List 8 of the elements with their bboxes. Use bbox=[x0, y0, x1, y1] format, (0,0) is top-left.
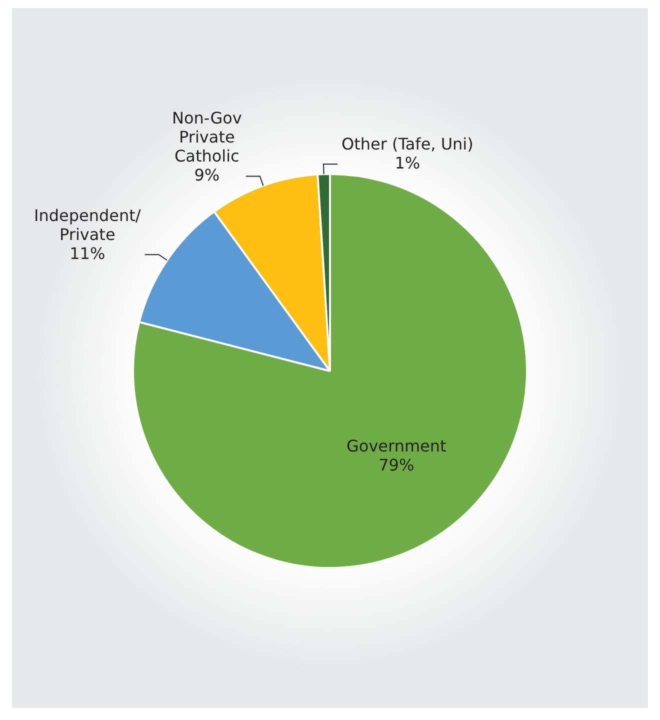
data-label: 11% bbox=[70, 244, 106, 263]
slice-label: Non-Gov Private Catholic bbox=[172, 108, 242, 166]
data-label: 9% bbox=[194, 165, 220, 184]
slice-label: Independent/Private bbox=[34, 206, 142, 244]
slice-label: Other (Tafe, Uni) bbox=[342, 134, 474, 154]
slice-label: Government bbox=[346, 436, 446, 456]
data-label: 1% bbox=[394, 153, 420, 172]
data-label: 79% bbox=[378, 455, 414, 474]
